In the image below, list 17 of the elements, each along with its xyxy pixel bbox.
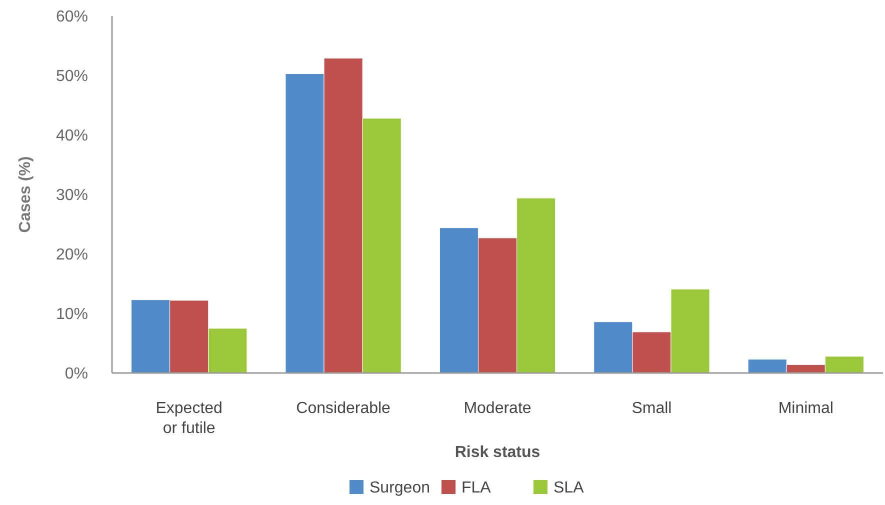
y-axis-title: Cases (%) — [17, 156, 34, 233]
x-tick-label: Considerable — [296, 400, 391, 417]
x-axis-title: Risk status — [454, 444, 540, 461]
y-tick-label: 30% — [56, 187, 88, 204]
x-tick-label: Expected or futile — [156, 400, 222, 437]
legend-label: SLA — [554, 480, 584, 497]
y-tick-label: 40% — [56, 128, 88, 145]
x-tick-label: Minimal — [778, 400, 834, 417]
y-tick-label: 60% — [56, 8, 88, 26]
x-tick-label: Small — [632, 400, 672, 417]
y-tick-label: 0% — [64, 366, 88, 383]
legend-label: Surgeon — [370, 480, 430, 497]
x-tick-label: Moderate — [464, 400, 532, 417]
y-tick-label: 10% — [56, 306, 88, 324]
legend-label: FLA — [462, 480, 492, 497]
y-tick-label: 50% — [56, 68, 88, 86]
y-tick-label: 20% — [56, 246, 88, 264]
